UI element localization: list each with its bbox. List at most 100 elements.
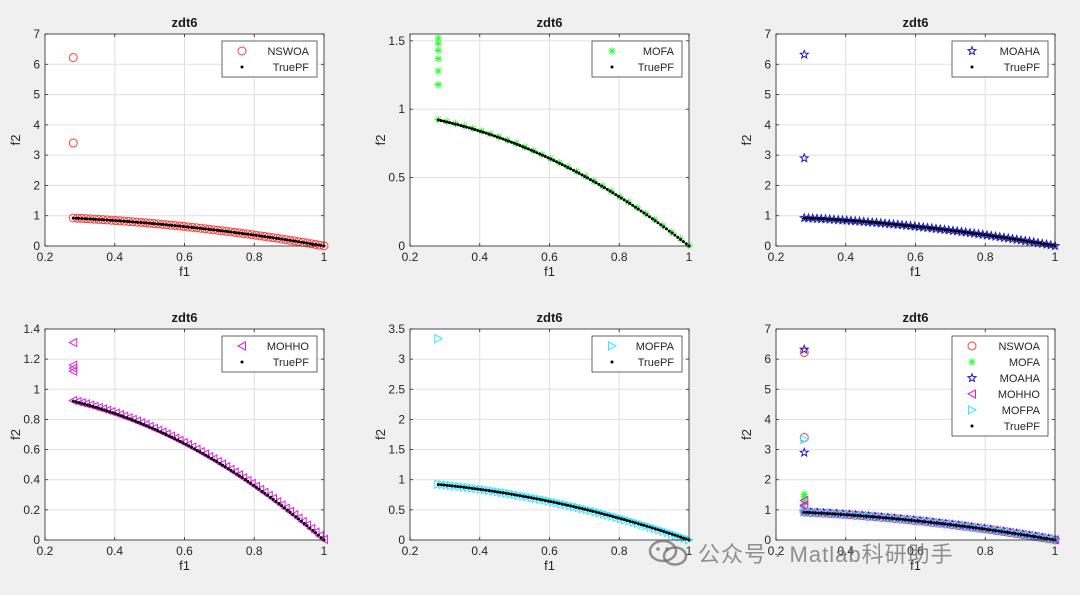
data-point xyxy=(676,235,680,239)
data-point xyxy=(1008,531,1012,535)
data-point xyxy=(167,223,171,227)
legend-box xyxy=(591,335,683,373)
data-point xyxy=(319,244,323,248)
y-tick-label: 0.8 xyxy=(23,412,40,426)
data-point xyxy=(68,138,78,148)
data-point xyxy=(235,231,239,235)
data-point xyxy=(870,515,874,519)
data-point xyxy=(91,404,95,408)
data-point xyxy=(867,220,871,224)
data-point xyxy=(272,496,282,507)
data-point xyxy=(800,507,810,517)
data-point xyxy=(436,118,440,122)
data-point xyxy=(518,144,522,148)
data-point xyxy=(145,424,149,428)
data-point xyxy=(932,227,936,231)
data-point xyxy=(133,419,137,423)
data-point xyxy=(566,503,570,507)
data-point xyxy=(681,240,685,244)
data-point xyxy=(805,510,809,514)
data-point xyxy=(963,230,967,234)
data-point xyxy=(915,225,919,229)
x-tick-label: 0.6 xyxy=(541,544,558,558)
data-point xyxy=(448,484,452,488)
data-point xyxy=(74,216,78,220)
subplot-3: 0.2 0.4 0.6 0.8 1 0 1 2 3 4 5 6 7 zdt6 f1 f2 MOAHA TruePF xyxy=(739,15,1061,279)
data-point xyxy=(1039,242,1043,246)
data-point xyxy=(898,517,902,521)
legend: MOAHA TruePF xyxy=(951,40,1049,78)
data-point xyxy=(280,504,284,508)
x-tick-label: 0.2 xyxy=(402,544,419,558)
x-tick-label: 0.6 xyxy=(907,250,924,264)
data-point xyxy=(448,121,452,125)
data-point xyxy=(212,456,222,467)
y-tick-label: 0.2 xyxy=(23,503,40,517)
data-point xyxy=(68,337,78,348)
legend-box xyxy=(591,40,683,78)
x-tick-label: 0.8 xyxy=(977,250,994,264)
data-point xyxy=(549,157,553,161)
data-point xyxy=(918,519,922,523)
data-point xyxy=(839,218,843,222)
data-point xyxy=(479,129,483,133)
data-point xyxy=(212,458,216,462)
data-point xyxy=(830,218,834,222)
legend-marker xyxy=(610,360,614,364)
data-point xyxy=(926,226,930,230)
data-point xyxy=(481,488,485,492)
data-point xyxy=(175,438,179,442)
data-point xyxy=(507,492,511,496)
data-point xyxy=(161,431,165,435)
data-point xyxy=(954,229,958,233)
data-point xyxy=(150,222,154,226)
data-point xyxy=(622,198,626,202)
data-point xyxy=(901,517,905,521)
y-axis-label: f2 xyxy=(8,135,23,146)
data-point xyxy=(130,418,134,422)
data-point xyxy=(873,221,877,225)
data-point xyxy=(122,415,126,419)
y-tick-label: 3.5 xyxy=(388,322,405,336)
data-point xyxy=(636,522,640,526)
data-point xyxy=(552,500,556,504)
data-point xyxy=(524,495,528,499)
data-point xyxy=(650,217,654,221)
data-point xyxy=(198,226,202,230)
data-point xyxy=(811,511,815,515)
data-point xyxy=(116,219,120,223)
data-point xyxy=(487,132,491,136)
data-point xyxy=(628,519,632,523)
data-point xyxy=(591,179,595,183)
y-tick-label: 1 xyxy=(764,209,771,223)
data-point xyxy=(999,235,1003,239)
x-tick-label: 1 xyxy=(321,544,328,558)
data-point xyxy=(861,514,865,518)
data-point xyxy=(175,224,179,228)
data-point xyxy=(116,413,120,417)
data-point xyxy=(946,228,950,232)
data-point xyxy=(653,527,657,531)
data-point xyxy=(850,513,854,517)
y-tick-label: 1.4 xyxy=(23,322,40,336)
data-point xyxy=(319,536,323,540)
data-point xyxy=(464,486,468,490)
data-point xyxy=(246,478,256,489)
data-point xyxy=(476,487,480,491)
y-tick-label: 0.4 xyxy=(23,473,40,487)
data-point xyxy=(664,227,668,231)
x-tick-label: 0.8 xyxy=(246,544,263,558)
data-point xyxy=(943,228,947,232)
legend-label: TruePF xyxy=(273,357,310,369)
data-point xyxy=(515,142,519,146)
data-point xyxy=(119,414,123,418)
data-point xyxy=(639,523,643,527)
data-point xyxy=(842,513,846,517)
data-point xyxy=(88,404,92,408)
legend-label: TruePF xyxy=(273,62,310,74)
data-point xyxy=(895,223,899,227)
data-point xyxy=(255,484,265,495)
data-point xyxy=(487,489,491,493)
data-point xyxy=(983,527,987,531)
data-point xyxy=(552,158,556,162)
